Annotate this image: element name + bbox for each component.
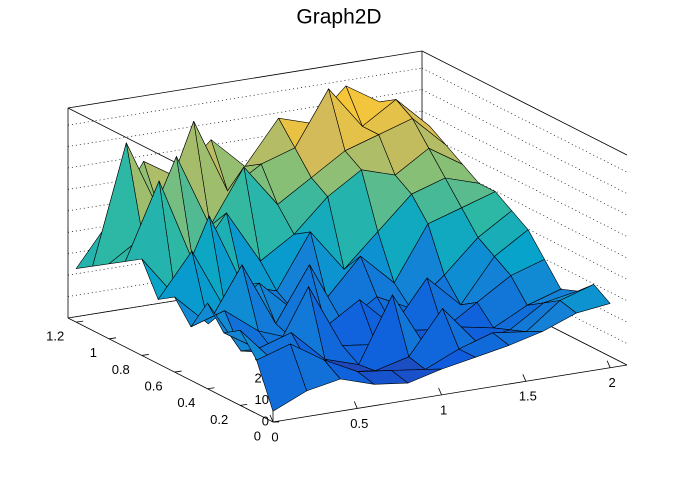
x-tick (522, 374, 527, 382)
y-axis (67, 317, 274, 423)
x-tick (438, 387, 442, 396)
y-tick-label: 0.8 (112, 362, 130, 377)
surface-cell (256, 343, 308, 412)
y-tick (240, 403, 248, 406)
y-tick-label: 1 (90, 345, 97, 360)
x-tick-label: 2 (609, 375, 616, 390)
frame (421, 50, 628, 156)
y-tick-label: 0.2 (210, 412, 228, 427)
y-tick-label: 0.4 (177, 395, 195, 410)
y-tick-label: 0 (254, 428, 261, 443)
z-tick-label: 0 (262, 413, 269, 428)
x-tick (353, 401, 358, 409)
y-tick (76, 320, 84, 323)
x-tick-label: 1 (440, 402, 447, 417)
x-tick-label: 0.5 (350, 416, 368, 431)
x-tick-label: 1.5 (519, 389, 537, 404)
y-tick-label: 1.2 (46, 329, 64, 344)
x-tick (269, 414, 274, 423)
z-tick-label: 10 (255, 392, 269, 407)
y-tick (174, 370, 182, 373)
frame (67, 50, 423, 109)
x-tick-label: 0 (271, 429, 278, 444)
y-tick (108, 337, 117, 340)
x-tick (606, 360, 611, 368)
y-tick (272, 420, 281, 423)
y-tick-label: 0.6 (145, 379, 163, 394)
y-tick (207, 387, 215, 390)
chart-title: Graph2D (296, 6, 381, 29)
y-tick (141, 354, 149, 356)
x-axis (272, 364, 628, 423)
